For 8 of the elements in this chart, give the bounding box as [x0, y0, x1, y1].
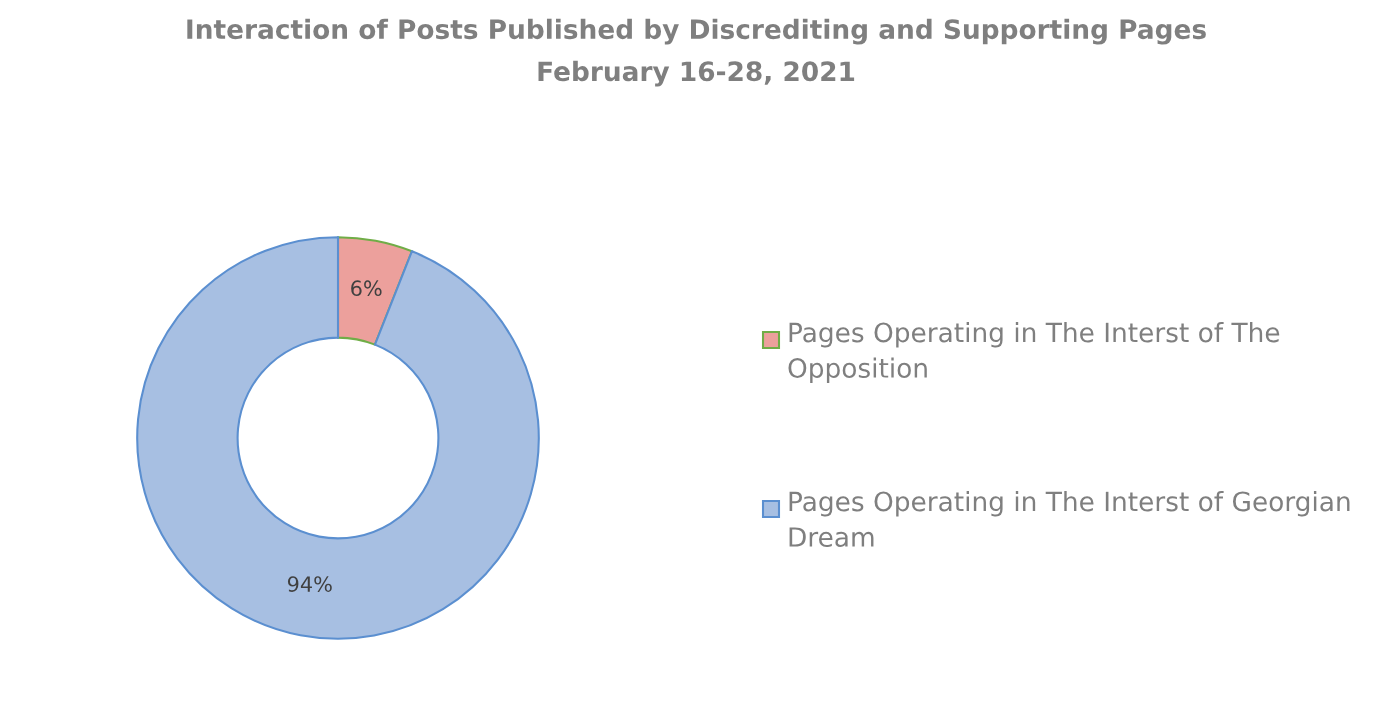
data-label: 94%	[287, 576, 332, 592]
legend-label: Pages Operating in The Interst of The Opposition	[788, 322, 1280, 384]
donut-slice	[136, 236, 540, 640]
legend-label: Pages Operating in The Interst of Georgian Dream	[789, 491, 1350, 547]
chart-title: Interaction of Posts Published by Discrediting and Supporting Pages	[187, 18, 1206, 45]
chart-subtitle: February 16-28, 2021	[538, 60, 855, 87]
data-label: 6%	[351, 280, 382, 297]
donut-slice	[336, 236, 413, 346]
